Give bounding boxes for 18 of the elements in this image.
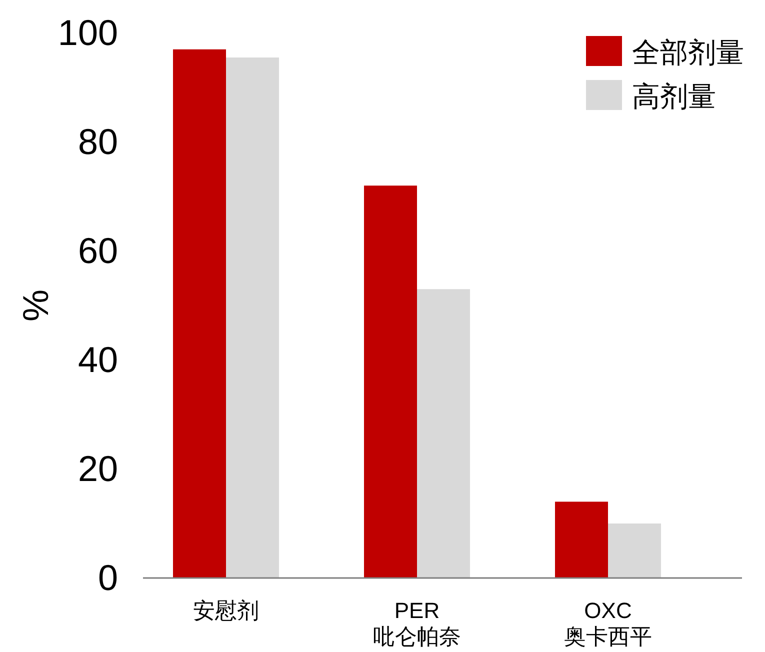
x-tick-label: PER 吡仑帕奈 — [373, 598, 461, 649]
y-tick-label: 100 — [58, 12, 118, 53]
y-tick-label: 0 — [98, 557, 118, 598]
y-tick-label: 20 — [78, 448, 118, 489]
bar — [364, 186, 417, 578]
y-axis-title: % — [15, 289, 56, 322]
bar — [226, 58, 279, 578]
bar — [417, 289, 470, 578]
x-tick-label: 安慰剂 — [193, 598, 259, 623]
bar — [608, 524, 661, 578]
y-tick-label: 80 — [78, 121, 118, 162]
x-tick-label: OXC 奥卡西平 — [564, 598, 652, 649]
bar — [173, 49, 226, 578]
y-tick-label: 40 — [78, 339, 118, 380]
bar — [555, 502, 608, 578]
y-tick-label: 60 — [78, 230, 118, 271]
legend-label: 高剂量 — [632, 81, 716, 112]
legend-label: 全部剂量 — [632, 37, 744, 68]
